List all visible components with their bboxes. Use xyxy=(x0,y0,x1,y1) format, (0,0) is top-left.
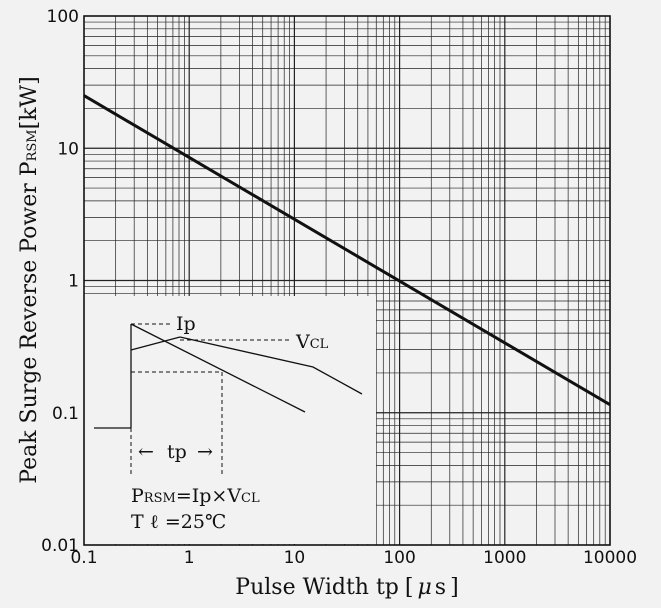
inset-tp-arrow-left: ← xyxy=(138,441,154,463)
inset-ip-label: Ip xyxy=(176,313,196,335)
series-line xyxy=(83,94,611,406)
inset-temperature: T ℓ =25℃ xyxy=(131,511,226,533)
x-tick-label: 1000 xyxy=(483,548,526,568)
y-tick-label: 1 xyxy=(68,272,79,292)
inset-current-decay xyxy=(130,323,306,413)
inset-voltage-curve xyxy=(179,336,363,395)
y-tick-label: 10 xyxy=(57,139,79,159)
y-tick-label: 100 xyxy=(47,7,79,27)
inset-tp-label: tp xyxy=(167,441,187,463)
x-tick-label: 10 xyxy=(284,548,306,568)
plot-frame xyxy=(83,15,611,546)
x-tick-label: 10000 xyxy=(583,548,637,568)
inset-box xyxy=(84,296,376,544)
x-tick-label: 0.1 xyxy=(70,548,97,568)
x-tick-label: 1 xyxy=(184,548,195,568)
y-axis-title: Peak Surge Reverse Power PRSM[kW] xyxy=(17,76,42,483)
x-tick-label: 100 xyxy=(383,548,415,568)
y-tick-label: 0.1 xyxy=(52,404,79,424)
inset-tp-arrow-right: → xyxy=(197,441,213,463)
x-axis-title: Pulse Width tp[μ s] xyxy=(235,575,458,600)
inset-vcl-label: VCL xyxy=(295,331,329,353)
series-layer xyxy=(83,94,611,406)
inset-formula: PRSM=Ip×VCL xyxy=(131,485,260,507)
waveform-inset: Ip VCL ← tp → PRSM=Ip×VCL T ℓ =25℃ xyxy=(84,296,376,544)
y-tick-label: 0.01 xyxy=(41,536,79,556)
inset-voltage-rise xyxy=(130,336,181,351)
